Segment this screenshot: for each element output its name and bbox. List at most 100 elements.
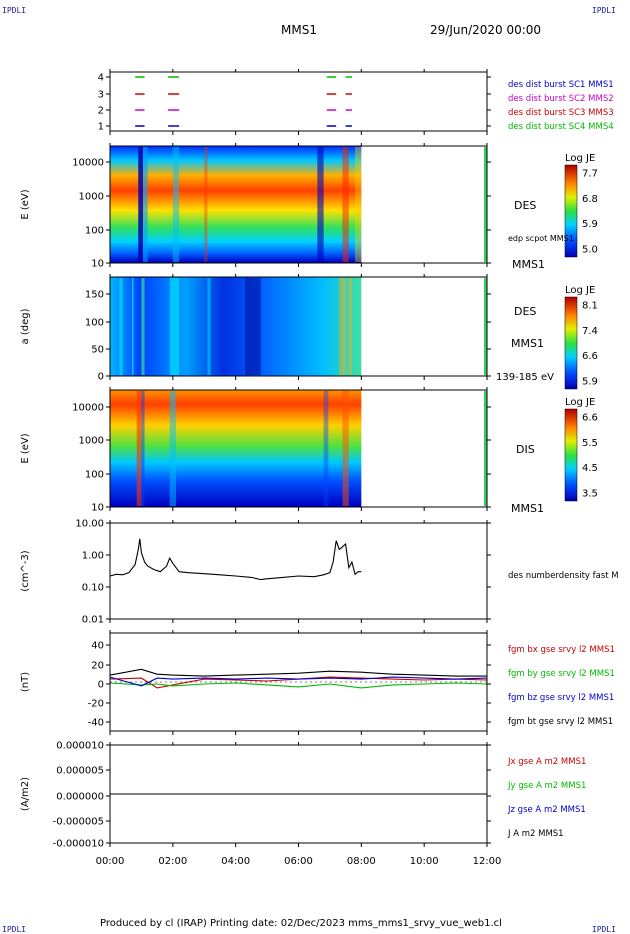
x-tick-label: 12:00 [473,856,502,867]
des-pitch-label: DES [514,305,536,318]
des-pitch-ytick-label: 50 [91,345,104,356]
des-pitch-colorbar-tick: 6.6 [582,351,598,362]
current-density-legend-entry: Jy gse A m2 MMS1 [507,781,586,791]
des-pitch-colorbar [564,296,578,390]
des-energy-colorbar-tick: 7.7 [582,169,598,180]
des-pitch-spectrogram-streak [131,278,134,375]
density-ytick-label: 10.00 [75,519,104,530]
des-pitch-spectrogram-streak [245,278,261,375]
magnetic-field-legend-entry: fgm by gse srvy l2 MMS1 [508,669,615,679]
des-pitch-spectrogram-streak [141,278,145,375]
burst-legend-entry: des dist burst SC1 MMS1 [508,80,614,90]
magnetic-field-ytick-label: 40 [91,641,104,652]
dis-energy-colorbar-title: Log JE [565,397,595,408]
magnetic-field-legend-entry: fgm bt gse srvy l2 MMS1 [508,717,613,727]
magnetic-field-legend-entry: fgm bx gse srvy l2 MMS1 [508,645,615,655]
dis-energy-colorbar [564,408,578,502]
burst-ytick-label: 4 [98,73,104,84]
spacecraft-title: MMS1 [281,23,317,37]
x-tick-label: 02:00 [158,856,187,867]
magnetic-field-series-line [109,676,488,689]
des-pitch-spectrogram [110,277,362,376]
des-energy-spectrogram-streak [172,147,180,262]
magnetic-field-legend-entry: fgm bz gse srvy l2 MMS1 [508,693,614,703]
des-pitch-label: MMS1 [511,337,544,350]
burst-legend-entry: des dist burst SC2 MMS2 [508,94,614,104]
des-pitch-label: 139-185 eV [496,372,554,383]
dis-energy-ytick-label: 10 [91,503,104,514]
burst-ytick-label: 3 [98,90,104,101]
des-energy-edge-strip [484,147,487,262]
magnetic-field-ytick-label: 20 [91,661,104,672]
magnetic-field-series-line [109,668,487,677]
des-energy-ytick-label: 10000 [72,158,104,169]
burst-ytick-label: 2 [98,106,104,117]
des-pitch-spectrogram-streak [207,278,211,375]
current-density-ylabel: (A/m2) [20,777,31,811]
des-pitch-colorbar-tick: 7.4 [582,326,598,337]
x-tick-label: 04:00 [221,856,250,867]
density-series-line [109,538,362,581]
des-pitch-colorbar-tick: 5.9 [582,377,598,388]
des-pitch-edge-strip [484,278,487,375]
x-tick-label: 00:00 [96,856,125,867]
x-tick-label: 10:00 [410,856,439,867]
current-density-legend-entry: Jx gse A m2 MMS1 [507,757,586,767]
des-energy-colorbar-title: Log JE [565,153,595,164]
dis-energy-ytick-label: 100 [85,470,104,481]
magnetic-field-ylabel: (nT) [20,672,31,692]
dis-energy-edge-strip [484,391,487,506]
dis-energy-colorbar-tick: 6.6 [582,413,598,424]
current-density-legend-entry: Jz gse A m2 MMS1 [507,805,586,815]
density-frame [109,522,488,620]
dis-energy-label: MMS1 [511,502,544,515]
des-energy-label: edp scpot MMS1 [508,234,574,243]
des-pitch-colorbar-tick: 8.1 [582,301,598,312]
des-pitch-ylabel: a (deg) [20,308,31,344]
dis-energy-colorbar-tick: 4.5 [582,463,598,474]
des-energy-colorbar [564,164,578,258]
current-density-ytick-label: -0.000005 [53,817,104,828]
des-energy-spectrogram-streak [342,147,349,262]
des-energy-ytick-label: 100 [85,226,104,237]
des-energy-spectrogram-streak [317,147,324,262]
dis-energy-ytick-label: 10000 [72,403,104,414]
magnetic-field-series-line [109,682,488,689]
magnetic-field-series-line [109,676,488,687]
dis-energy-spectrogram-streak [136,391,142,506]
corner-label-bottom-left: IPDLI [2,925,27,934]
dis-energy-spectrogram-streak [169,391,176,506]
x-tick-label: 06:00 [284,856,313,867]
des-energy-colorbar-tick: 6.8 [582,194,598,205]
magnetic-field-ytick-label: -40 [88,718,104,729]
magnetic-field-ytick-label: -20 [88,699,104,710]
des-energy-ytick-label: 10 [91,259,104,270]
footer-credit: Produced by cl (IRAP) Printing date: 02/… [100,918,502,929]
des-pitch-spectrogram-streak [169,278,180,375]
x-tick-label: 08:00 [347,856,376,867]
current-density-ytick-label: 0.000005 [56,766,104,777]
datetime-title: 29/Jun/2020 00:00 [430,23,542,37]
des-energy-colorbar-tick: 5.9 [582,219,598,230]
current-density-legend-entry: J A m2 MMS1 [507,829,564,839]
burst-frame [109,71,488,132]
des-energy-ytick-label: 1000 [79,192,104,203]
dis-energy-spectrogram-streak [342,391,349,506]
dis-energy-spectrogram [110,390,362,507]
stacked-plot-figure: 1 2 3 4 des dist burst SC1 MMS1 des dist burs… [20,69,619,867]
burst-legend-entry: des dist burst SC3 MMS3 [508,108,614,118]
density-ylabel: (cm^-3) [20,550,31,591]
corner-label-top-left: IPDLI [2,6,27,15]
density-legend-entry: des numberdensity fast M [508,571,619,581]
density-ytick-label: 0.01 [82,615,104,626]
des-pitch-colorbar-title: Log JE [565,285,595,296]
density-ytick-label: 1.00 [82,551,104,562]
magnetic-field-ytick-label: 0 [98,680,104,691]
current-density-ytick-label: 0.000000 [56,792,104,803]
current-density-ytick-label: -0.000010 [53,839,104,850]
corner-label-top-right: IPDLI [591,6,616,15]
des-pitch-ytick-label: 0 [98,372,104,383]
dis-energy-ylabel: E (eV) [20,433,31,463]
des-energy-spectrogram-streak [355,147,362,262]
dis-energy-colorbar-tick: 5.5 [582,438,598,449]
